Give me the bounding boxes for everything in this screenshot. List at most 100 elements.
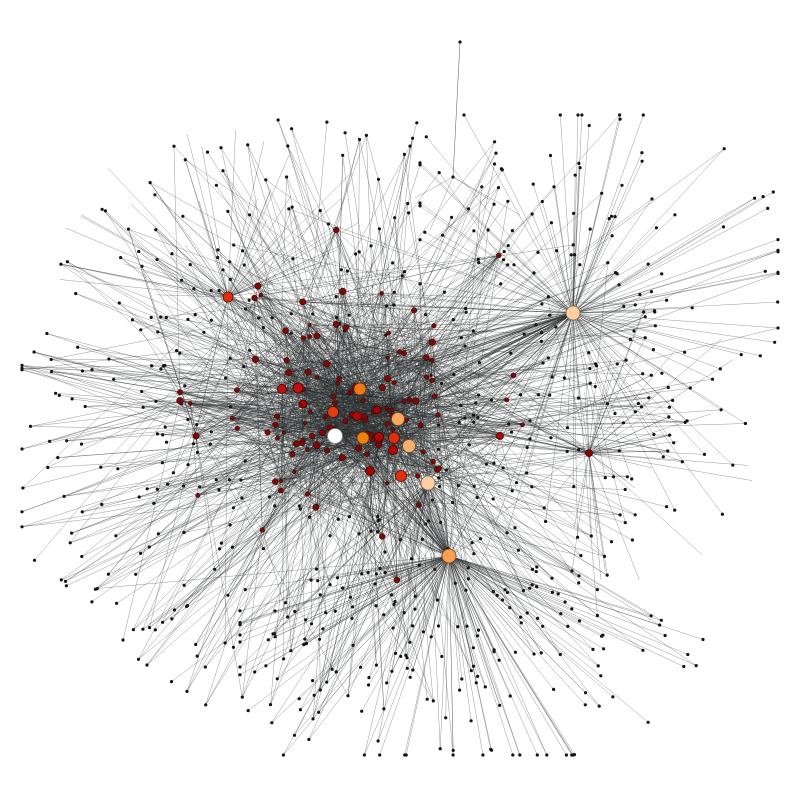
- graph-node: [20, 366, 24, 370]
- graph-node: [46, 465, 50, 470]
- graph-node: [161, 620, 165, 624]
- edge: [386, 555, 450, 683]
- edge: [304, 312, 574, 424]
- graph-node: [519, 393, 523, 397]
- edge: [572, 273, 662, 314]
- edge: [448, 555, 697, 666]
- edge: [227, 529, 263, 596]
- graph-node: [638, 293, 642, 297]
- edge: [280, 360, 287, 482]
- graph-node: [632, 329, 636, 333]
- edge: [227, 219, 267, 298]
- edge: [423, 399, 507, 453]
- graph-node: [385, 681, 389, 685]
- edge: [285, 330, 297, 444]
- graph-node: [264, 178, 268, 182]
- graph-node: [182, 530, 186, 535]
- graph-node: [640, 159, 644, 163]
- graph-node: [776, 250, 780, 254]
- graph-node: [492, 461, 496, 465]
- graph-node: [291, 257, 295, 261]
- graph-node: [62, 494, 66, 498]
- graph-node-dark: [385, 481, 390, 486]
- edge: [262, 471, 295, 531]
- graph-node: [525, 611, 529, 615]
- graph-node: [614, 271, 618, 275]
- edge: [427, 482, 598, 590]
- graph-node: [444, 716, 448, 720]
- graph-node: [555, 249, 559, 253]
- graph-node: [402, 270, 407, 274]
- graph-node: [311, 312, 315, 316]
- edge: [233, 244, 574, 314]
- graph-node-dark: [332, 321, 340, 328]
- graph-node: [360, 572, 364, 576]
- graph-node: [456, 625, 460, 629]
- graph-node-dark: [339, 287, 347, 296]
- graph-node: [407, 211, 411, 215]
- edge: [322, 555, 450, 630]
- edge: [427, 482, 533, 570]
- edge: [572, 312, 721, 370]
- edge: [569, 323, 590, 454]
- edge: [448, 555, 572, 756]
- edge: [433, 424, 523, 462]
- graph-node: [393, 651, 398, 656]
- graph-node-dark: [342, 418, 349, 425]
- graph-node: [722, 147, 726, 151]
- graph-node: [685, 419, 689, 423]
- edge: [419, 162, 574, 314]
- edge: [149, 182, 229, 298]
- graph-node: [439, 520, 443, 525]
- graph-node: [577, 396, 581, 400]
- graph-node: [74, 291, 78, 296]
- graph-node-dark: [313, 332, 321, 340]
- graph-node-dark: [393, 576, 401, 584]
- graph-node: [297, 504, 301, 508]
- edge: [550, 155, 574, 314]
- edge: [413, 310, 429, 484]
- graph-node: [164, 440, 169, 444]
- graph-node: [588, 381, 592, 385]
- edge: [227, 129, 236, 298]
- edge: [221, 360, 287, 544]
- edge: [478, 262, 574, 314]
- graph-node: [261, 326, 265, 330]
- graph-node: [701, 637, 705, 642]
- edge: [153, 224, 229, 298]
- edge: [294, 555, 450, 736]
- edge: [242, 529, 263, 698]
- graph-node-dark: [300, 437, 305, 442]
- edge: [588, 452, 627, 481]
- edge: [522, 312, 574, 425]
- edge: [572, 312, 723, 515]
- hub-node: [388, 432, 400, 444]
- edge: [572, 239, 779, 314]
- edge: [448, 555, 649, 723]
- edge: [572, 208, 768, 314]
- graph-node: [719, 408, 723, 412]
- edge: [302, 439, 450, 557]
- edge: [588, 452, 683, 462]
- edge: [229, 479, 450, 557]
- edge: [334, 403, 371, 472]
- graph-node: [185, 689, 189, 694]
- edge: [571, 254, 574, 314]
- graph-node: [680, 460, 684, 464]
- graph-node: [542, 506, 546, 510]
- edge: [573, 452, 590, 528]
- edge: [108, 168, 229, 298]
- graph-node: [509, 351, 513, 355]
- graph-node: [182, 583, 186, 587]
- graph-node-dark: [254, 282, 262, 290]
- edge: [105, 210, 282, 482]
- graph-node: [535, 565, 539, 569]
- edge: [280, 415, 392, 482]
- edge: [378, 353, 405, 446]
- edge: [283, 414, 438, 433]
- graph-node: [519, 621, 523, 625]
- edge: [448, 555, 514, 756]
- graph-node: [154, 228, 158, 232]
- graph-node: [286, 144, 290, 148]
- edge: [239, 482, 429, 624]
